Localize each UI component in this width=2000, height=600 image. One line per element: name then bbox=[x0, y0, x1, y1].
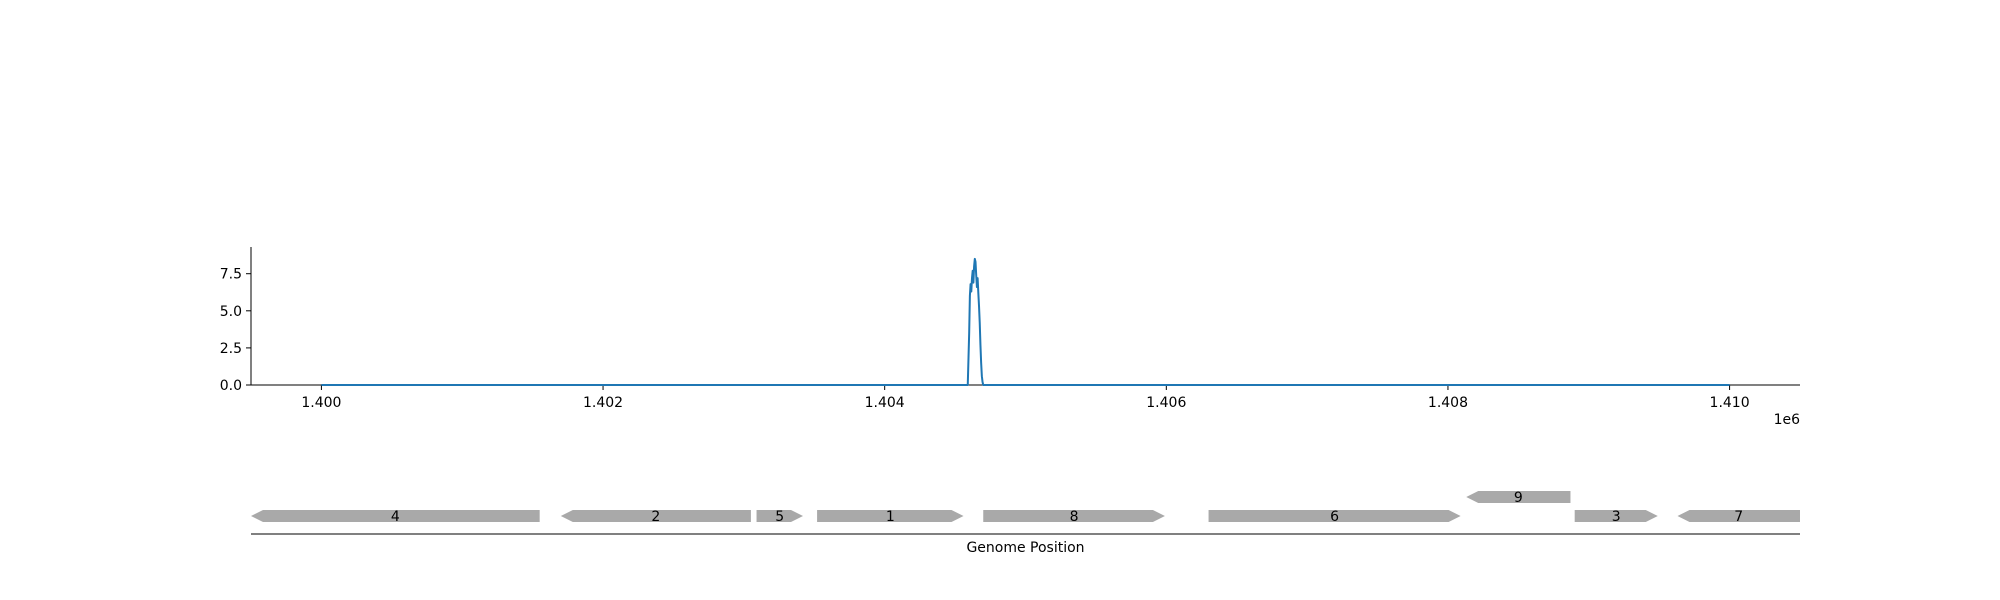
x-tick-label: 1.404 bbox=[865, 395, 905, 411]
x-ticks: 1.400 1.402 1.404 1.406 1.408 1.410 bbox=[301, 385, 1750, 411]
y-tick-label: 0.0 bbox=[220, 378, 242, 394]
gene-features: 4 2 5 1 8 6 9 3 7 bbox=[251, 490, 1800, 525]
gene-arrow bbox=[756, 510, 804, 522]
gene-label: 1 bbox=[886, 509, 895, 525]
x-tick-label: 1.402 bbox=[583, 395, 623, 411]
gene-label: 4 bbox=[391, 509, 400, 525]
y-ticks: 0.0 2.5 5.0 7.5 bbox=[220, 267, 251, 394]
gene-arrow bbox=[983, 510, 1165, 522]
gene-arrow bbox=[1574, 510, 1658, 522]
gene-arrow bbox=[560, 510, 751, 522]
x-tick-label: 1.408 bbox=[1428, 395, 1468, 411]
gene-label: 9 bbox=[1514, 490, 1523, 506]
x-tick-label: 1.410 bbox=[1710, 395, 1750, 411]
gene-arrow bbox=[1208, 510, 1461, 522]
coverage-line bbox=[321, 257, 1730, 386]
gene-arrow bbox=[251, 510, 540, 522]
y-tick-label: 7.5 bbox=[220, 267, 242, 283]
gene-label: 5 bbox=[775, 509, 784, 525]
gene-axis-label: Genome Position bbox=[966, 540, 1084, 556]
x-offset-label: 1e6 bbox=[1774, 412, 1801, 428]
gene-label: 6 bbox=[1330, 509, 1339, 525]
gene-label: 7 bbox=[1734, 509, 1743, 525]
gene-track: 4 2 5 1 8 6 9 3 7 Genome Position bbox=[251, 490, 1800, 556]
coverage-plot: 1.400 1.402 1.404 1.406 1.408 1.410 0.0 2.5 5.0… bbox=[220, 247, 1800, 428]
y-tick-label: 5.0 bbox=[220, 304, 242, 320]
x-tick-label: 1.400 bbox=[301, 395, 341, 411]
gene-arrow bbox=[1466, 491, 1571, 503]
gene-label: 3 bbox=[1612, 509, 1621, 525]
y-tick-label: 2.5 bbox=[220, 341, 242, 357]
gene-label: 2 bbox=[651, 509, 660, 525]
gene-label: 8 bbox=[1070, 509, 1079, 525]
gene-arrow bbox=[817, 510, 964, 522]
gene-arrow bbox=[1677, 510, 1800, 522]
x-tick-label: 1.406 bbox=[1146, 395, 1186, 411]
